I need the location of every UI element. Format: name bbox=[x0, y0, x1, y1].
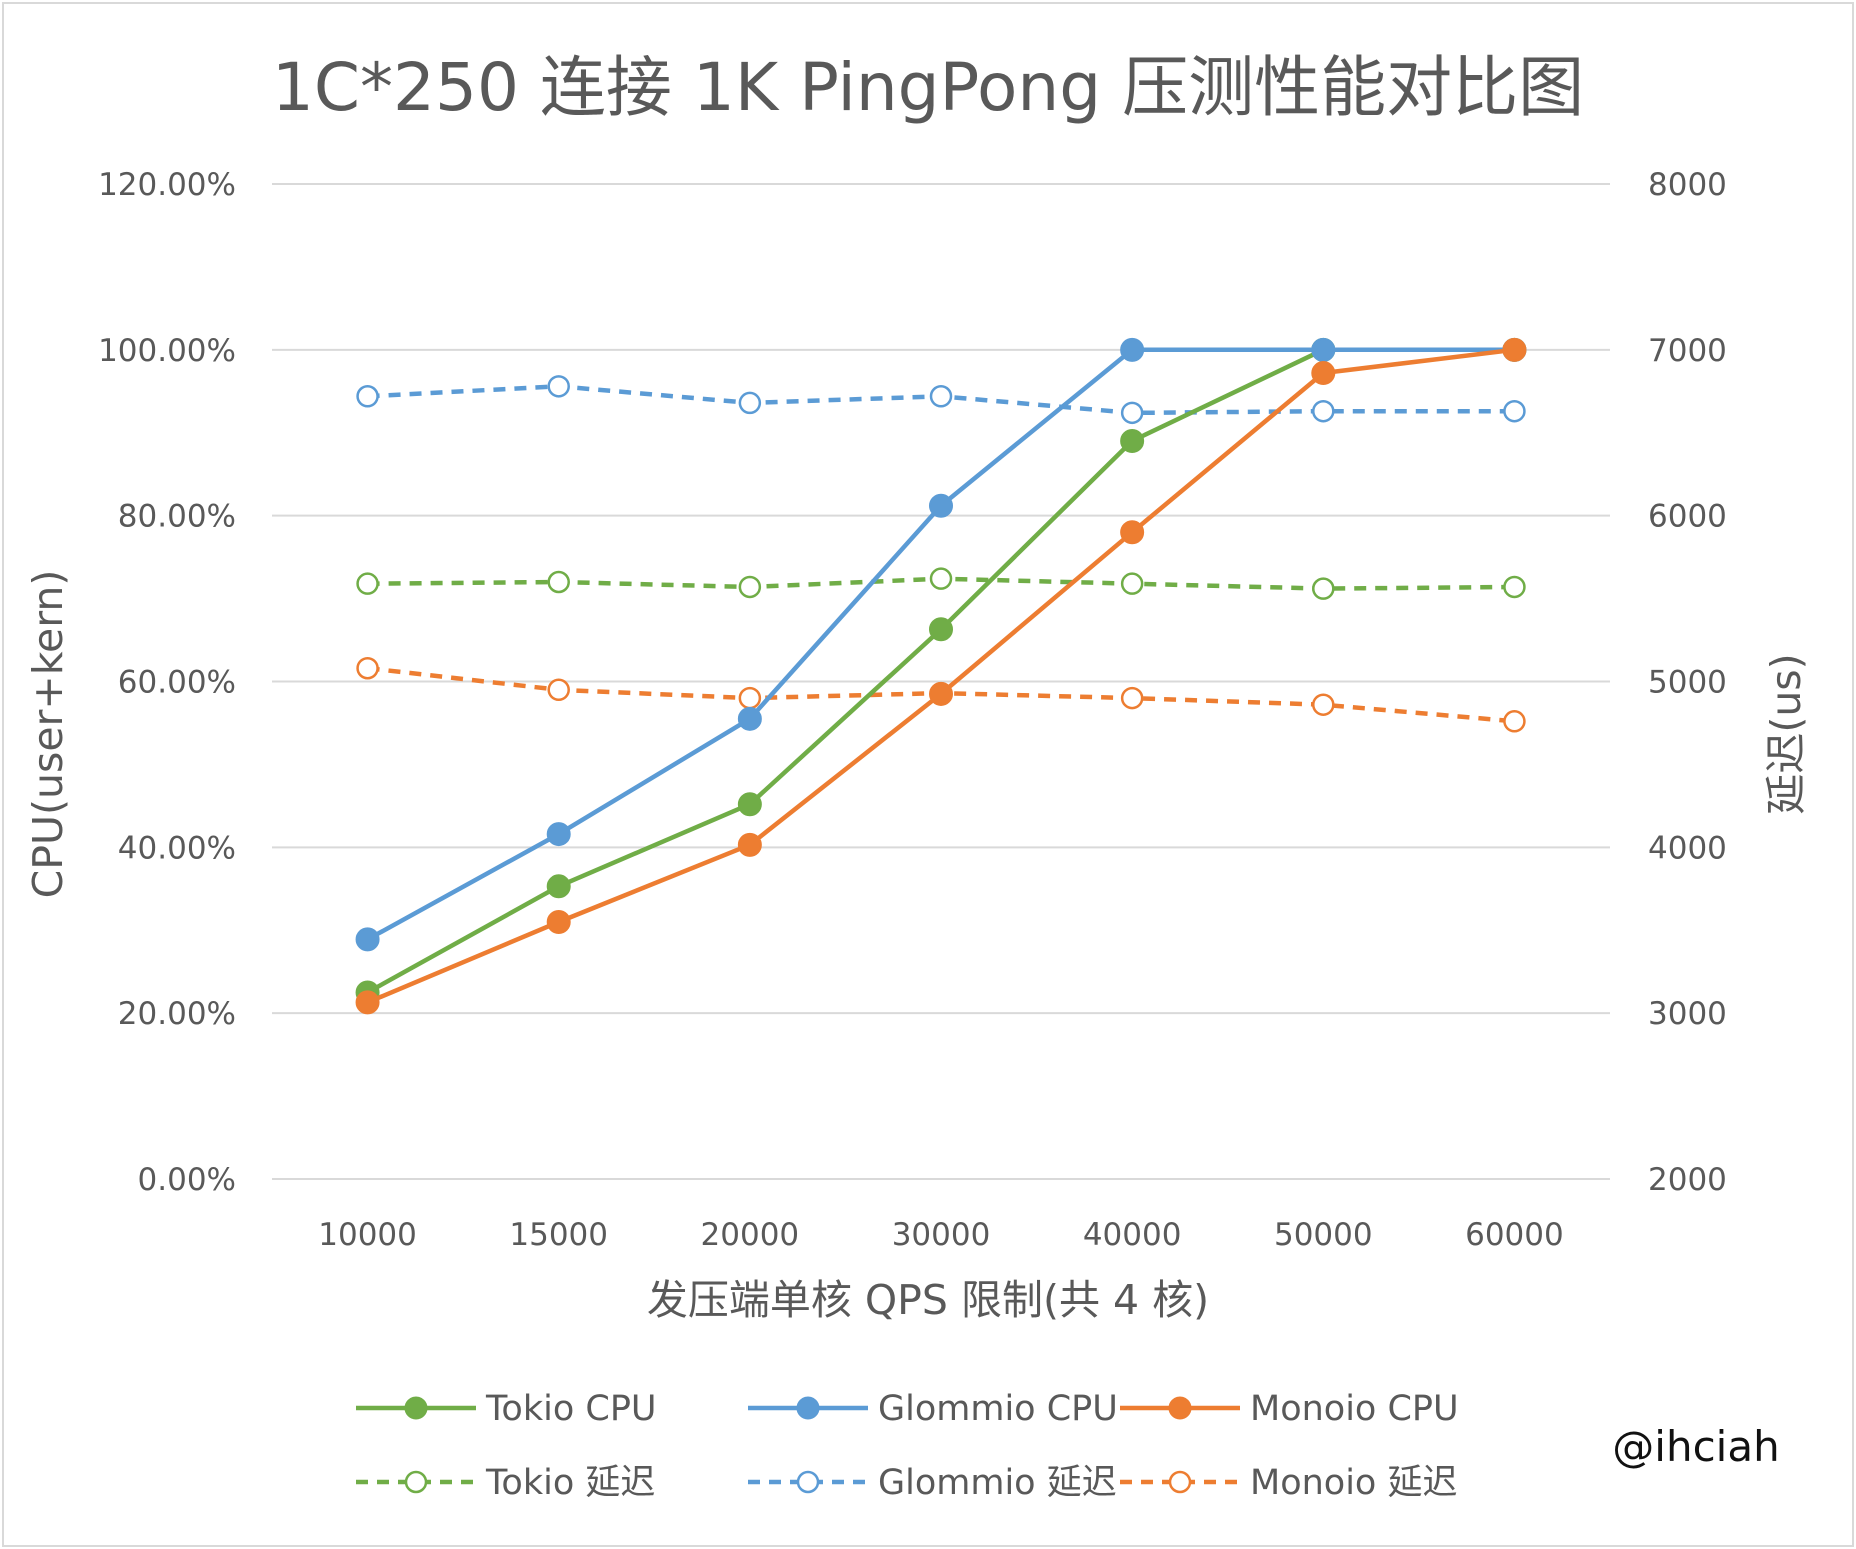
y2-tick-label: 6000 bbox=[1648, 499, 1727, 535]
y2-axis-ticks: 2000 3000 4000 5000 6000 7000 8000 bbox=[1648, 167, 1727, 1198]
data-point bbox=[929, 385, 953, 408]
chart-title: 1C*250 连接 1K PingPong 压测性能对比图 bbox=[272, 49, 1584, 126]
x-tick-label: 30000 bbox=[892, 1217, 991, 1253]
legend-label: Glommio CPU bbox=[878, 1389, 1118, 1429]
data-point bbox=[738, 391, 762, 415]
legend-marker bbox=[1168, 1470, 1192, 1494]
y2-tick-label: 4000 bbox=[1648, 830, 1727, 866]
data-point bbox=[356, 656, 379, 680]
data-point bbox=[1503, 710, 1526, 733]
data-point bbox=[738, 575, 762, 599]
legend-label: Tokio 延迟 bbox=[485, 1463, 655, 1503]
data-point bbox=[929, 493, 953, 518]
y-tick-label: 20.00% bbox=[118, 996, 236, 1032]
y-tick-label: 100.00% bbox=[98, 333, 236, 369]
legend-label: Glommio 延迟 bbox=[878, 1463, 1117, 1503]
y2-tick-label: 8000 bbox=[1648, 167, 1727, 203]
data-point bbox=[737, 832, 762, 857]
watermark: @ihciah bbox=[1612, 1422, 1779, 1471]
legend-marker bbox=[796, 1470, 820, 1494]
legend-marker bbox=[404, 1470, 428, 1494]
y-tick-label: 80.00% bbox=[118, 499, 236, 535]
y2-tick-label: 7000 bbox=[1648, 333, 1727, 369]
legend-item: Monoio CPU bbox=[1120, 1389, 1459, 1429]
data-point bbox=[547, 678, 570, 702]
legend-label: Monoio 延迟 bbox=[1250, 1463, 1457, 1503]
series-layer bbox=[355, 337, 1527, 1015]
data-point bbox=[356, 385, 379, 408]
x-tick-label: 60000 bbox=[1465, 1217, 1564, 1253]
legend-item: Tokio CPU bbox=[356, 1389, 657, 1429]
data-point bbox=[737, 792, 762, 817]
legend-item: Glommio 延迟 bbox=[748, 1463, 1117, 1503]
data-point bbox=[1311, 361, 1336, 386]
data-point bbox=[929, 567, 953, 590]
data-point bbox=[1120, 572, 1144, 595]
data-point bbox=[547, 375, 570, 398]
data-point bbox=[546, 874, 571, 899]
data-point bbox=[738, 686, 762, 710]
y2-tick-label: 3000 bbox=[1648, 996, 1727, 1032]
y2-axis-title: 延迟(us) bbox=[1762, 653, 1810, 814]
y2-tick-label: 5000 bbox=[1648, 665, 1727, 701]
x-tick-label: 10000 bbox=[318, 1217, 417, 1253]
data-point bbox=[546, 822, 571, 847]
data-point bbox=[547, 570, 570, 594]
data-point bbox=[355, 927, 380, 952]
data-point bbox=[1120, 520, 1145, 545]
legend-item: Glommio CPU bbox=[748, 1389, 1118, 1429]
legend-marker bbox=[1168, 1396, 1192, 1420]
x-tick-label: 20000 bbox=[701, 1217, 800, 1253]
data-point bbox=[355, 990, 380, 1015]
data-point bbox=[546, 909, 571, 934]
series bbox=[356, 567, 1526, 600]
data-point bbox=[1312, 693, 1335, 716]
data-point bbox=[1502, 337, 1527, 362]
legend-label: Tokio CPU bbox=[485, 1389, 657, 1429]
data-point bbox=[1312, 399, 1335, 423]
legend-item: Monoio 延迟 bbox=[1120, 1463, 1457, 1503]
x-tick-label: 15000 bbox=[509, 1217, 608, 1253]
data-point bbox=[1120, 429, 1145, 454]
x-tick-label: 50000 bbox=[1274, 1217, 1373, 1253]
y-tick-label: 120.00% bbox=[98, 167, 236, 203]
y-tick-label: 60.00% bbox=[118, 665, 236, 701]
data-point bbox=[1311, 337, 1336, 362]
data-point bbox=[1120, 686, 1144, 710]
y-axis-title: CPU(user+kern) bbox=[24, 570, 72, 899]
data-point bbox=[1503, 575, 1526, 599]
x-axis-ticks: 10000 15000 20000 30000 40000 50000 60000 bbox=[318, 1217, 1563, 1253]
data-point bbox=[1503, 399, 1526, 423]
legend: Tokio CPU Glommio CPU Monoio CPU Tokio 延迟 Gl… bbox=[356, 1389, 1459, 1503]
data-point bbox=[929, 681, 953, 706]
x-axis-title: 发压端单核 QPS 限制(共 4 核) bbox=[647, 1276, 1209, 1324]
series bbox=[356, 375, 1526, 425]
y2-tick-label: 2000 bbox=[1648, 1162, 1727, 1198]
data-point bbox=[1312, 577, 1335, 600]
legend-item: Tokio 延迟 bbox=[356, 1463, 655, 1503]
data-point bbox=[356, 572, 379, 595]
data-point bbox=[737, 706, 762, 731]
series bbox=[355, 337, 1527, 1015]
legend-marker bbox=[404, 1396, 428, 1420]
y-tick-label: 40.00% bbox=[118, 830, 236, 866]
y-axis-ticks: 0.00% 20.00% 40.00% 60.00% 80.00% 100.00% 120.… bbox=[98, 167, 236, 1198]
legend-marker bbox=[796, 1396, 820, 1420]
data-point bbox=[1120, 401, 1144, 425]
y-tick-label: 0.00% bbox=[138, 1162, 236, 1198]
legend-label: Monoio CPU bbox=[1250, 1389, 1459, 1429]
data-point bbox=[1120, 337, 1145, 362]
data-point bbox=[929, 617, 953, 642]
x-tick-label: 40000 bbox=[1083, 1217, 1182, 1253]
